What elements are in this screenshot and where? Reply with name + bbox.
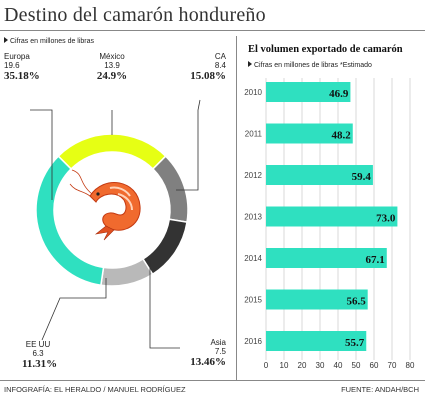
bar-2016 — [266, 331, 367, 351]
bar-chart-title: El volumen exportado de camarón — [248, 44, 403, 55]
x-tick-label: 20 — [298, 361, 307, 370]
x-tick-label: 60 — [370, 361, 379, 370]
label-ca-name: CA — [214, 52, 226, 61]
bar-2014 — [266, 248, 387, 268]
label-eeuu-name: EE UU — [25, 340, 51, 349]
bar-value-label: 73.0 — [376, 213, 396, 225]
bar-value-label: 46.9 — [329, 88, 349, 100]
leader-line-eeuu — [41, 278, 107, 341]
y-tick-label: 2014 — [244, 254, 262, 263]
bar-value-label: 67.1 — [366, 254, 385, 266]
bar-2012 — [266, 165, 373, 185]
bar-ticks: 0 10 20 30 40 50 60 70 80 2010 2011 2012 2013 2014 201… — [244, 88, 415, 370]
leader-lines — [30, 99, 201, 349]
y-tick-label: 2012 — [244, 171, 262, 180]
credit-right: FUENTE: ANDAH/BCH — [341, 385, 419, 394]
donut-slice-mexico — [57, 133, 167, 170]
shrimp-icon — [69, 169, 141, 241]
triangle-icon — [248, 61, 252, 67]
donut-slice-europa — [35, 155, 105, 287]
donut-chart — [30, 99, 201, 349]
label-europa-value: 19.6 — [4, 61, 20, 70]
label-europa-pct: 35.18% — [4, 70, 40, 82]
x-tick-label: 50 — [352, 361, 361, 370]
x-tick-label: 10 — [280, 361, 289, 370]
leader-line-asia — [149, 260, 180, 349]
bar-note: Cifras en millones de libras *Estimado — [248, 61, 372, 69]
label-asia: Asia 7.5 13.46% — [180, 338, 226, 368]
credit-left: INFOGRAFÍA: EL HERALDO / MANUEL RODRÍGUE… — [4, 385, 186, 394]
x-tick-label: 80 — [406, 361, 415, 370]
bar-2010 — [266, 82, 351, 102]
leader-line-ca — [176, 99, 201, 191]
label-asia-value: 7.5 — [214, 347, 226, 356]
label-mexico: México 13.9 24.9% — [90, 52, 134, 82]
y-tick-label: 2013 — [244, 213, 262, 222]
label-mexico-pct: 24.9% — [96, 70, 128, 82]
label-europa-name: Europa — [4, 52, 30, 61]
label-ca: CA 8.4 15.08% — [180, 52, 226, 82]
y-tick-label: 2010 — [244, 88, 262, 97]
bar-value-label: 48.2 — [332, 130, 352, 142]
donut-note: Cifras en millones de libras — [4, 37, 94, 45]
label-eeuu-pct: 11.31% — [22, 358, 58, 370]
bar-value-label: 59.4 — [352, 171, 372, 183]
label-eeuu: EE UU 6.3 11.31% — [22, 340, 58, 370]
x-tick-label: 40 — [334, 361, 343, 370]
title-divider — [0, 30, 425, 31]
x-tick-label: 0 — [264, 361, 269, 370]
y-tick-label: 2016 — [244, 337, 262, 346]
y-tick-label: 2015 — [244, 296, 262, 305]
donut-note-text: Cifras en millones de libras — [10, 38, 95, 45]
label-europa: Europa 19.6 35.18% — [4, 52, 40, 82]
panel-divider — [236, 36, 237, 380]
label-eeuu-value: 6.3 — [32, 349, 44, 358]
bar-2011 — [266, 123, 353, 144]
label-ca-pct: 15.08% — [190, 70, 226, 82]
triangle-icon — [4, 37, 8, 43]
leader-line-europa — [30, 109, 53, 200]
bar-value-label: 56.5 — [346, 296, 366, 308]
x-tick-label: 70 — [388, 361, 397, 370]
donut-slices — [35, 133, 189, 287]
label-ca-value: 8.4 — [214, 61, 226, 70]
bar-note-text: Cifras en millones de libras *Estimado — [254, 62, 372, 69]
bar-marks: 46.9 48.2 59.4 73.0 67.1 56.5 55.7 — [266, 82, 398, 351]
bar-value-label: 55.7 — [345, 337, 365, 349]
x-tick-label: 30 — [316, 361, 325, 370]
page-title: Destino del camarón hondureño — [4, 4, 266, 26]
label-mexico-value: 13.9 — [104, 61, 120, 70]
bar-2013 — [266, 206, 398, 227]
y-tick-label: 2011 — [245, 130, 263, 139]
donut-slice-ca — [151, 155, 189, 224]
label-asia-name: Asia — [210, 338, 226, 347]
label-mexico-name: México — [99, 52, 125, 61]
label-asia-pct: 13.46% — [190, 356, 226, 368]
footer-divider — [0, 380, 425, 381]
bar-2015 — [266, 289, 368, 310]
donut-slice-ee-uu — [100, 257, 154, 287]
bar-chart: 46.9 48.2 59.4 73.0 67.1 56.5 55.7 0 10 20 30 40 50… — [244, 78, 415, 370]
